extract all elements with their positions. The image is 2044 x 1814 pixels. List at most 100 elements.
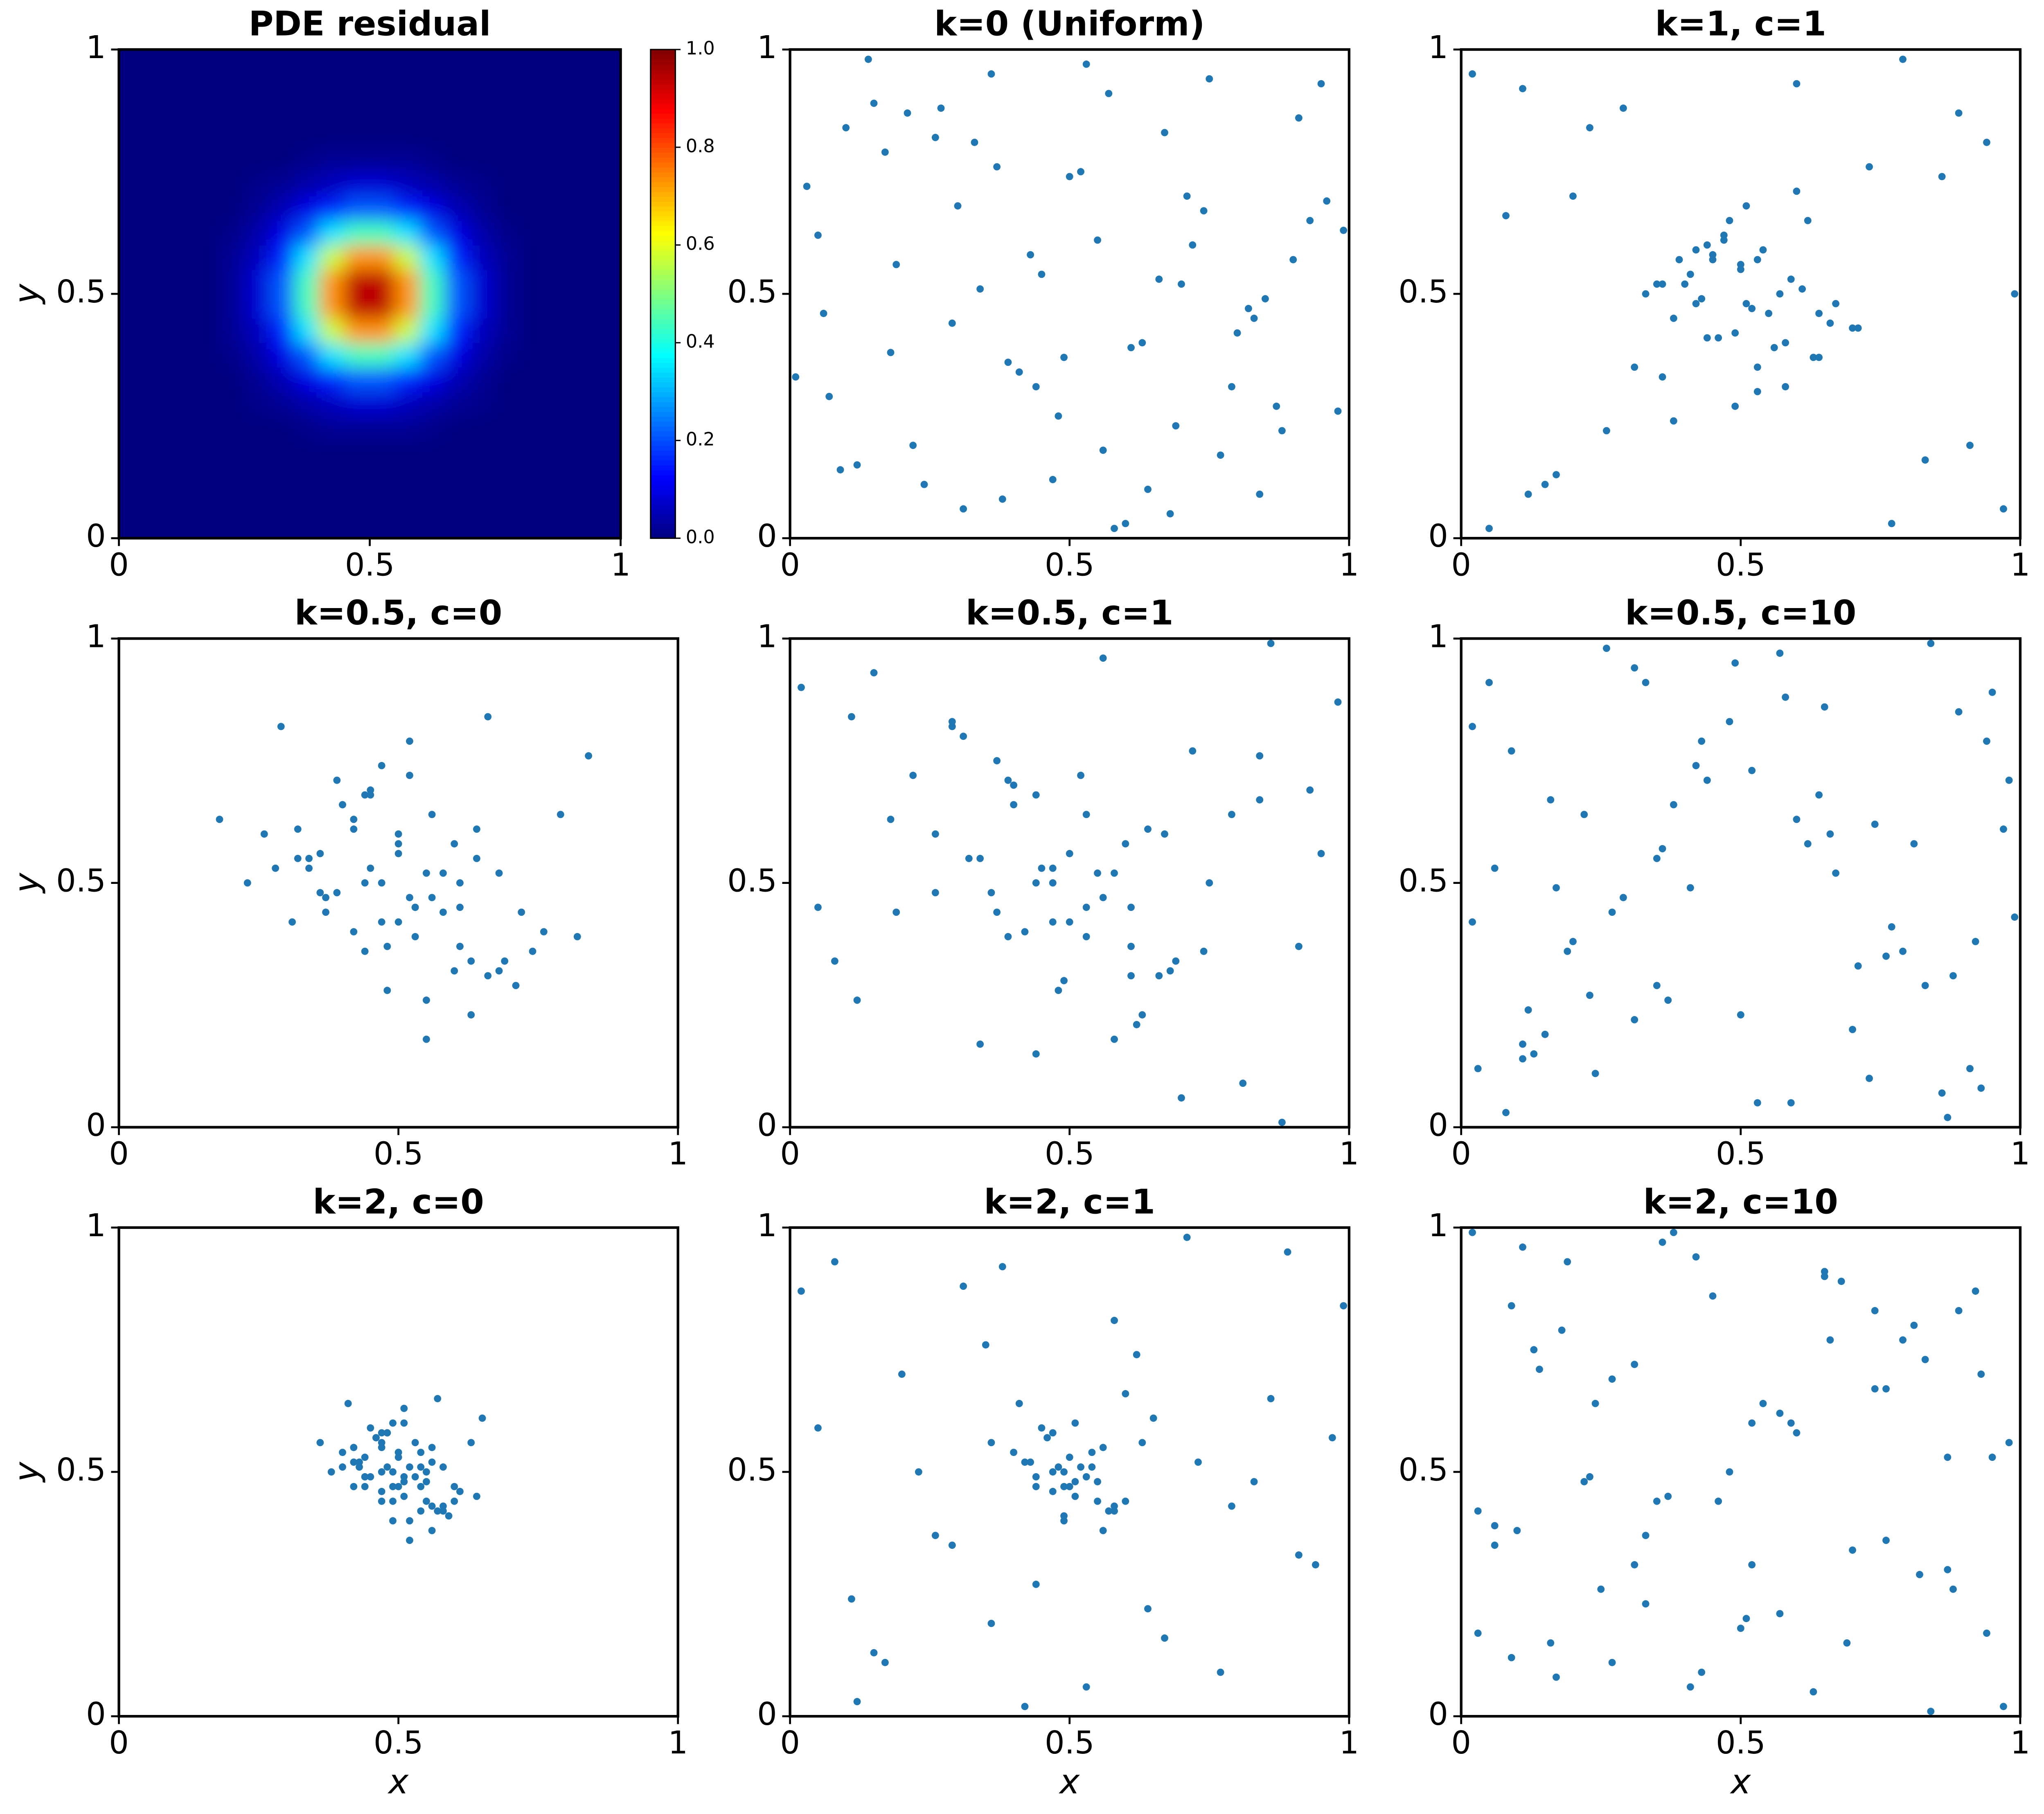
heatmap-cell bbox=[520, 98, 546, 124]
colorbar-segment bbox=[650, 406, 676, 412]
heatmap-cell bbox=[520, 244, 546, 270]
colorbar-segment bbox=[650, 343, 676, 349]
heatmap-cell bbox=[595, 293, 621, 319]
heatmap-cell bbox=[143, 146, 170, 172]
scatter-point bbox=[1144, 485, 1152, 493]
heatmap-cell bbox=[394, 98, 421, 124]
scatter-point bbox=[1071, 1419, 1079, 1427]
scatter-point bbox=[473, 1492, 480, 1500]
scatter-point bbox=[394, 850, 402, 857]
colorbar-segment bbox=[650, 308, 676, 314]
scatter-point bbox=[423, 1478, 430, 1485]
scatter-point bbox=[1060, 977, 1068, 985]
heatmap-cell bbox=[194, 440, 220, 466]
scatter-point bbox=[428, 1458, 436, 1466]
heatmap-cell bbox=[194, 73, 220, 99]
heatmap-cell bbox=[143, 73, 170, 99]
scatter-point bbox=[993, 908, 1001, 916]
scatter-point bbox=[378, 1429, 385, 1437]
scatter-point bbox=[1317, 850, 1325, 857]
x-tick-label: 0 bbox=[109, 547, 129, 583]
heatmap-cell bbox=[570, 464, 596, 490]
heatmap-cell bbox=[219, 440, 245, 466]
scatter-point bbox=[904, 109, 911, 117]
heatmap-cell bbox=[545, 98, 571, 124]
heatmap-cell bbox=[219, 391, 245, 417]
heatmap-cell bbox=[469, 391, 496, 417]
heatmap-cell bbox=[520, 318, 546, 343]
heatmap-cell bbox=[294, 220, 320, 246]
scatter-point bbox=[1564, 1258, 1571, 1266]
scatter-point bbox=[1742, 300, 1750, 307]
scatter-point bbox=[1787, 1419, 1795, 1427]
scatter-point bbox=[1866, 163, 1873, 171]
panel-title: k=2, c=1 bbox=[984, 1182, 1155, 1222]
scatter-point bbox=[1166, 967, 1174, 975]
heatmap-cell bbox=[545, 73, 571, 99]
heatmap-cell bbox=[369, 146, 395, 172]
heatmap-cell bbox=[294, 342, 320, 368]
scatter-point bbox=[1698, 737, 1706, 745]
scatter-point bbox=[1178, 1094, 1185, 1102]
heatmap-cell bbox=[520, 122, 546, 148]
heatmap-cell bbox=[570, 50, 596, 74]
colorbar-segment bbox=[650, 387, 676, 392]
scatter-point bbox=[1988, 1453, 1996, 1461]
scatter-point bbox=[1871, 1385, 1879, 1393]
scatter-point bbox=[1273, 402, 1280, 410]
scatter-point bbox=[1753, 1099, 1761, 1106]
heatmap-cell bbox=[469, 122, 496, 148]
heatmap-cell bbox=[244, 440, 270, 466]
scatter-point bbox=[350, 1444, 358, 1451]
heatmap-cell bbox=[570, 73, 596, 99]
scatter-point bbox=[1334, 407, 1342, 415]
heatmap-cell bbox=[469, 73, 496, 99]
scatter-point bbox=[1686, 884, 1694, 892]
scatter-point bbox=[1099, 1527, 1107, 1535]
y-tick-label: 0 bbox=[757, 1696, 777, 1733]
heatmap-cell bbox=[269, 367, 295, 392]
scatter-point bbox=[1787, 275, 1795, 283]
heatmap-cell bbox=[595, 415, 621, 441]
heatmap-cell bbox=[469, 415, 496, 441]
scatter-point bbox=[1111, 1502, 1118, 1510]
scatter-point bbox=[1071, 1492, 1079, 1500]
scatter-point bbox=[1642, 1532, 1650, 1539]
scatter-point bbox=[1603, 644, 1610, 652]
scatter-point bbox=[400, 1478, 408, 1485]
y-tick-label: 0.5 bbox=[1398, 1452, 1448, 1488]
heatmap-cell bbox=[444, 415, 471, 441]
y-axis-label: y bbox=[7, 1462, 47, 1483]
colorbar-segment bbox=[650, 147, 676, 153]
heatmap-cell bbox=[520, 171, 546, 197]
heatmap-cell bbox=[194, 146, 220, 172]
scatter-point bbox=[1748, 1419, 1756, 1427]
scatter-point bbox=[1972, 937, 1979, 945]
y-tick-label: 0 bbox=[757, 1107, 777, 1144]
scatter-point bbox=[1910, 1321, 1918, 1329]
heatmap-cell bbox=[319, 489, 345, 514]
scatter-point bbox=[350, 928, 358, 935]
colorbar-segment bbox=[650, 430, 676, 437]
heatmap-cell bbox=[495, 196, 521, 221]
heatmap-cell bbox=[520, 269, 546, 295]
heatmap-cell bbox=[319, 220, 345, 246]
scatter-point bbox=[1049, 476, 1057, 483]
heatmap-cell bbox=[495, 146, 521, 172]
scatter-point bbox=[1519, 85, 1526, 92]
scatter-point bbox=[1659, 373, 1666, 381]
colorbar-segment bbox=[650, 328, 676, 334]
colorbar-segment bbox=[650, 416, 676, 422]
scatter-point bbox=[389, 1483, 397, 1490]
heatmap-cell bbox=[570, 220, 596, 246]
scatter-point bbox=[411, 933, 419, 940]
scatter-point bbox=[1178, 280, 1185, 288]
scatter-point bbox=[378, 1487, 385, 1495]
scatter-point bbox=[892, 908, 900, 916]
heatmap-cell bbox=[419, 464, 446, 490]
scatter-point bbox=[1949, 1585, 1957, 1593]
scatter-point bbox=[1608, 908, 1616, 916]
heatmap-cell bbox=[143, 293, 170, 319]
scatter-point bbox=[1692, 762, 1700, 769]
heatmap-cell bbox=[444, 244, 471, 270]
